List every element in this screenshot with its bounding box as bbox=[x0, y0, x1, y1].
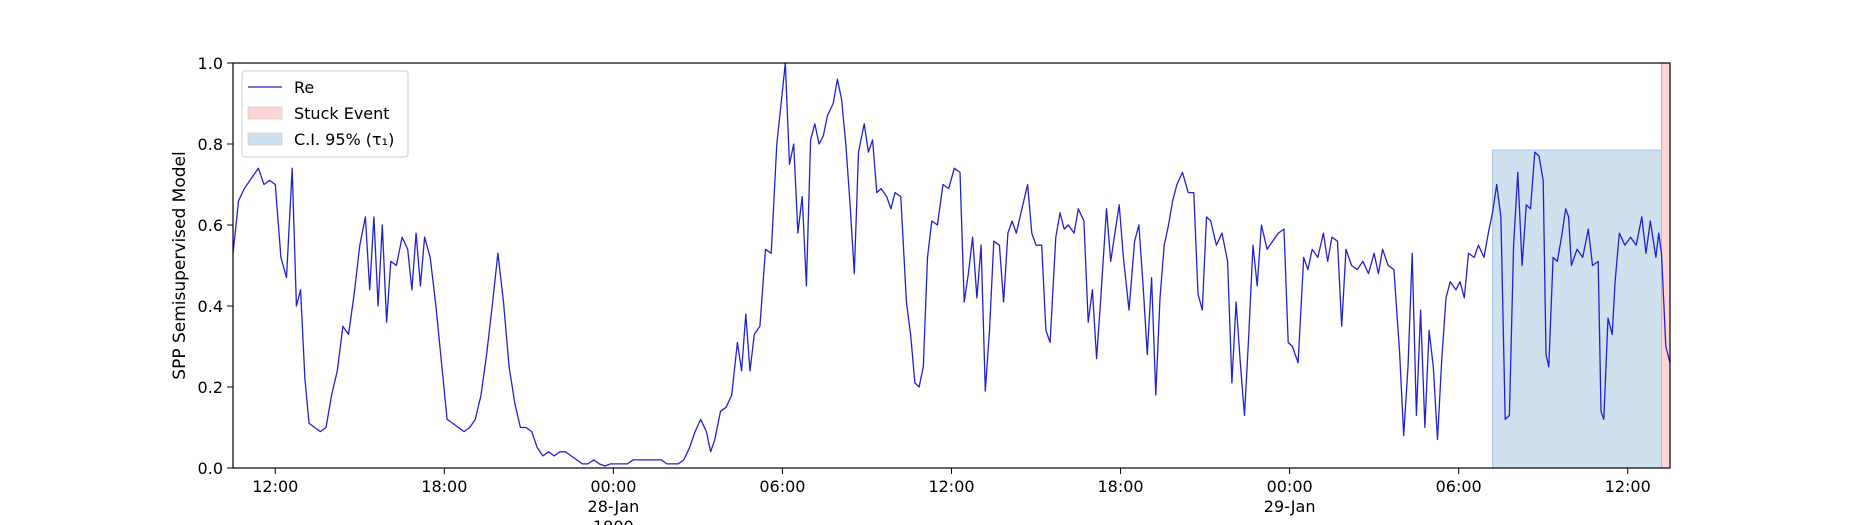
x-tick-label-4: 12:00 bbox=[928, 477, 974, 496]
y-axis-label: SPP Semisupervised Model bbox=[170, 151, 190, 379]
y-tick-label-1: 0.2 bbox=[198, 378, 223, 397]
x-tick-label-2: 00:00 bbox=[590, 477, 636, 496]
y-tick-label-2: 0.4 bbox=[198, 297, 223, 316]
x-tick-label-3: 06:00 bbox=[759, 477, 805, 496]
y-tick-label-0: 0.0 bbox=[198, 459, 223, 478]
x-axis: 12:0018:0000:0028-Jan190006:0012:0018:00… bbox=[252, 468, 1651, 525]
legend-label-1: Stuck Event bbox=[294, 104, 390, 123]
band-0 bbox=[1491, 149, 1663, 469]
x-tick-date-2: 28-Jan bbox=[588, 497, 640, 516]
x-tick-label-6: 00:00 bbox=[1267, 477, 1313, 496]
band-1 bbox=[1661, 62, 1671, 469]
series-line-0 bbox=[232, 62, 1671, 467]
y-tick-label-4: 0.8 bbox=[198, 135, 223, 154]
series-layer bbox=[232, 62, 1671, 467]
legend-label-0: Re bbox=[294, 78, 314, 97]
legend-label-2: C.I. 95% (τ₁) bbox=[294, 130, 394, 149]
legend-box bbox=[241, 70, 409, 158]
x-tick-label-1: 18:00 bbox=[421, 477, 467, 496]
x-tick-label-5: 18:00 bbox=[1098, 477, 1144, 496]
x-tick-date-6: 29-Jan bbox=[1264, 497, 1316, 516]
x-tick-year-2: 1900 bbox=[593, 517, 634, 525]
y-axis: 0.0 0.2 0.4 0.6 0.8 1.0 bbox=[198, 54, 233, 478]
y-tick-label-3: 0.6 bbox=[198, 216, 223, 235]
x-tick-label-7: 06:00 bbox=[1436, 477, 1482, 496]
plot-frame bbox=[232, 62, 1671, 469]
legend: Re Stuck Event C.I. 95% (τ₁) bbox=[241, 70, 409, 158]
x-tick-label-8: 12:00 bbox=[1605, 477, 1651, 496]
legend-swatch-1 bbox=[247, 106, 283, 120]
bands-layer bbox=[1491, 62, 1671, 469]
legend-swatch-2 bbox=[247, 132, 283, 146]
y-tick-label-5: 1.0 bbox=[198, 54, 223, 73]
x-tick-label-0: 12:00 bbox=[252, 477, 298, 496]
